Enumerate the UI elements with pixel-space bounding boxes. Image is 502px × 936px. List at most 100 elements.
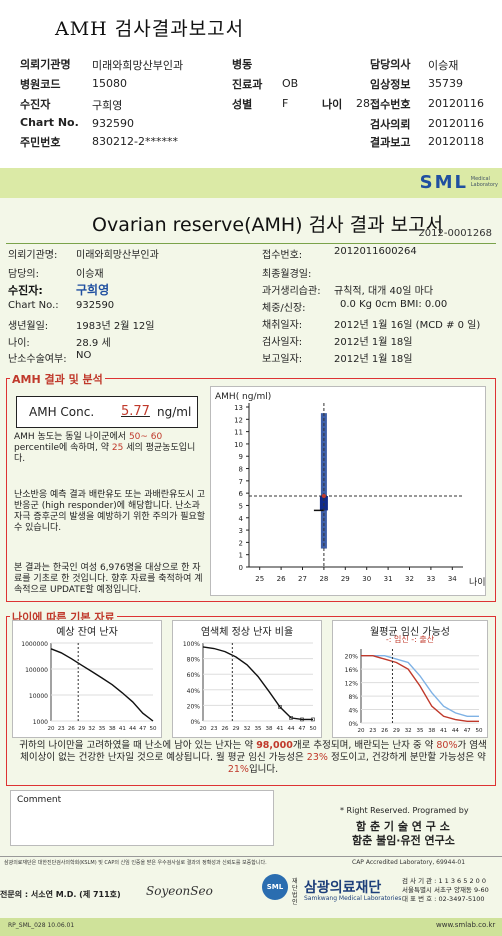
equivalent-age: 25 xyxy=(111,443,124,453)
y-tick-label: 16% xyxy=(345,667,359,674)
rights-text: * Right Reserved. Programed by xyxy=(340,806,469,815)
age-data-section xyxy=(6,616,496,786)
contact-line: 서울특별시 서초구 양재동 9-60 xyxy=(402,886,489,894)
x-tick-label: 26 xyxy=(68,726,75,732)
y-tick-label: 3 xyxy=(239,527,243,535)
info-label: 담당의: xyxy=(8,269,39,280)
age-label: 나이 xyxy=(322,98,343,111)
info-label: 나이: xyxy=(8,338,30,349)
remaining-eggs-chart: 1000 10000 100000 1000000 20 23 26 29 32 35 38 41 44… xyxy=(21,641,157,732)
x-tick-label: 32 xyxy=(88,726,95,732)
x-tick-label: 50 xyxy=(150,726,157,732)
x-tick-label: 35 xyxy=(255,726,262,732)
series-line xyxy=(202,646,313,721)
info-value: 0.0 Kg 0cm BMI: 0.00 xyxy=(340,299,448,310)
x-tick-label: 38 xyxy=(266,726,273,732)
para-text: 정도이고, 건강하게 분만할 가능성은 약 xyxy=(330,752,486,763)
info-value: 2012년 1월 18일 xyxy=(334,337,413,348)
field-value: 35739 xyxy=(428,77,463,90)
field-label: 담당의사 xyxy=(370,58,411,71)
amh-conc-value: 5.77 xyxy=(121,404,150,419)
logo-sub-line: Medical xyxy=(470,176,490,182)
report-main-title: AMH 검사결과보고서 xyxy=(55,18,245,40)
info-value: 28.9 세 xyxy=(76,338,111,349)
x-tick-label: 38 xyxy=(428,728,435,734)
amh-conc-unit: ng/ml xyxy=(157,405,192,419)
patient-name: 구희영 xyxy=(76,283,110,297)
y-tick-label: 80% xyxy=(187,657,201,664)
field-label: 병원코드 xyxy=(20,78,61,91)
research-dept-1: 함 춘 기 술 연 구 소 xyxy=(356,820,450,833)
data-point xyxy=(278,705,282,709)
contact-line: 대 표 번 호 : 02-3497-5100 xyxy=(402,895,485,903)
contact-info: 검 사 기 관 : 1 1 3 6 5 2 0 0 서울특별시 서초구 양재동 … xyxy=(402,877,489,904)
logo-sub-line: Laboratory xyxy=(470,182,498,188)
info-value: 규칙적, 대개 40일 마다 xyxy=(334,286,434,297)
x-tick-label: 32 xyxy=(244,726,251,732)
amh-chart-frame: AMH( ng/ml) 0 1 2 3 4 5 6 7 8 9 10 11 12 13 25 26 27 28 29 3… xyxy=(210,386,486,596)
chart-title: 월평균 임신 가능성 xyxy=(370,627,450,638)
x-tick-label: 44 xyxy=(452,728,459,734)
comment-label: Comment xyxy=(17,795,62,805)
info-label: 생년월일: xyxy=(8,321,49,332)
x-tick-label: 29 xyxy=(78,726,85,732)
y-tick-label: 5 xyxy=(239,502,243,510)
pregnancy-chance-chart: 0% 4% 8% 12% 16% 20% 20 23 26 29 32 35 38 41 44 47 50 xyxy=(345,649,483,734)
x-tick-label: 32 xyxy=(405,575,414,583)
x-tick-label: 47 xyxy=(139,726,146,732)
x-tick-label: 29 xyxy=(393,728,400,734)
info-value: 1983년 2월 12일 xyxy=(76,321,155,332)
data-point xyxy=(289,716,293,720)
field-label: 성별 xyxy=(232,98,253,111)
amh-conc-label: AMH Conc. xyxy=(29,405,95,419)
sml-logo: SML xyxy=(419,172,468,193)
field-label: 주민번호 xyxy=(20,136,61,149)
x-tick-label: 20 xyxy=(358,728,365,734)
x-tick-label: 41 xyxy=(119,726,126,732)
y-tick-label: 7 xyxy=(239,478,243,486)
x-tick-label: 38 xyxy=(109,726,116,732)
y-axis-label: AMH( ng/ml) xyxy=(215,392,271,402)
y-tick-label: 4% xyxy=(348,708,358,715)
website-link[interactable]: www.smlab.co.kr xyxy=(436,921,496,929)
eggs-estimate: 98,000 xyxy=(256,740,293,751)
x-tick-label: 41 xyxy=(440,728,447,734)
x-tick-label: 41 xyxy=(277,726,284,732)
field-label: 임상정보 xyxy=(370,78,411,91)
field-value: OB xyxy=(282,77,299,90)
y-tick-label: 2 xyxy=(239,539,243,547)
y-tick-label: 60% xyxy=(187,672,201,679)
document-number: 2012-0001268 xyxy=(418,228,492,239)
info-label: 채취일자: xyxy=(262,320,303,331)
data-point xyxy=(311,717,315,722)
patient-point xyxy=(321,493,326,498)
series-line xyxy=(361,655,479,717)
report-title: Ovarian reserve(AMH) 검사 결과 보고서 xyxy=(92,214,444,236)
y-tick-label: 20% xyxy=(345,654,359,661)
field-label: 접수번호 xyxy=(370,98,411,111)
age-value: 28 xyxy=(356,97,370,110)
y-tick-label: 0 xyxy=(239,564,243,572)
field-value: 15080 xyxy=(92,77,127,90)
field-value: 20120118 xyxy=(428,135,484,148)
y-tick-label: 100% xyxy=(183,641,200,648)
y-tick-label: 1000 xyxy=(33,719,48,726)
x-tick-label: 30 xyxy=(362,575,371,583)
x-tick-label: 26 xyxy=(277,575,286,583)
y-tick-label: 4 xyxy=(239,515,244,523)
chart-title: 염색체 정상 난자 비율 xyxy=(200,627,294,638)
para-text: 개로 추정되며, 배란되는 난자 중 약 xyxy=(292,740,434,751)
field-value: 20120116 xyxy=(428,97,484,110)
info-value: 2012년 1월 16일 (MCD # 0 일) xyxy=(334,320,481,331)
info-label: 수진자: xyxy=(8,284,43,297)
x-tick-label: 50 xyxy=(310,726,317,732)
para-text: 세의 평균농도입니다. xyxy=(14,443,196,464)
field-value: 830212-2****** xyxy=(92,135,178,148)
cap-text: CAP Accredited Laboratory, 69944-01 xyxy=(352,859,466,866)
x-tick-label: 50 xyxy=(476,728,483,734)
foundation-name: 삼광의료재단 xyxy=(304,880,382,896)
x-axis-label: 나이 xyxy=(469,577,485,588)
info-label: 과거생리습관: xyxy=(262,286,321,297)
info-value: 2012011600264 xyxy=(334,246,417,257)
